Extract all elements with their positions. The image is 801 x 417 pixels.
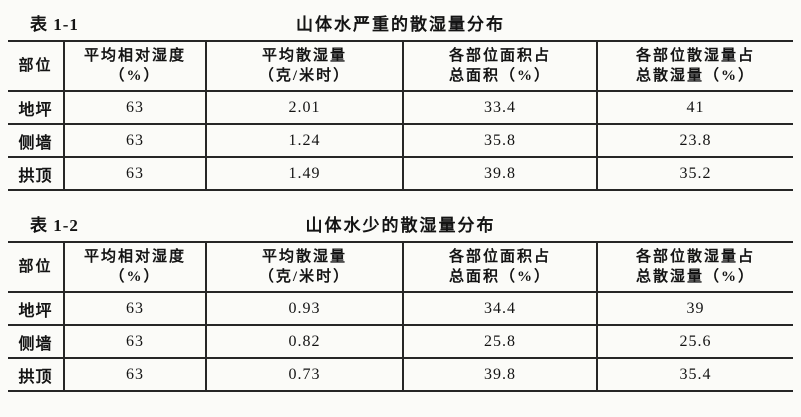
part-cell: 地坪: [8, 291, 65, 326]
header-moisture-pct: 各部位散湿量占 总散湿量（%）: [596, 241, 793, 293]
header-humidity-line1: 平均相对湿度: [83, 248, 186, 265]
area-pct-cell: 34.4: [402, 291, 598, 326]
header-part: 部位: [8, 241, 65, 293]
header-area-pct-line2: 总面积（%）: [448, 68, 551, 84]
table-1-2-title: 山体水少的散湿量分布: [305, 216, 496, 235]
moisture-pct-cell: 39: [596, 291, 793, 326]
moisture-pct-cell: 35.2: [596, 156, 793, 191]
area-pct-cell: 39.8: [402, 156, 598, 191]
humidity-cell: 63: [63, 324, 207, 359]
rate-cell: 0.93: [205, 291, 404, 326]
header-rate-line1: 平均散湿量: [261, 47, 347, 64]
table-1-2: 部位 平均相对湿度 （%） 平均散湿量 （克/米时） 各部位面积占 总面积（%）…: [8, 241, 793, 392]
header-moisture-pct: 各部位散湿量占 总散湿量（%）: [596, 40, 793, 92]
rate-cell: 1.24: [205, 123, 404, 158]
area-pct-cell: 33.4: [402, 90, 598, 125]
area-pct-cell: 35.8: [402, 123, 598, 158]
header-humidity: 平均相对湿度 （%）: [63, 241, 207, 293]
table-1-1-header-row: 部位 平均相对湿度 （%） 平均散湿量 （克/米时） 各部位面积占 总面积（%）…: [8, 40, 793, 92]
header-area-pct-line1: 各部位面积占: [448, 47, 551, 64]
header-moisture-pct-line2: 总散湿量（%）: [635, 68, 755, 84]
moisture-pct-cell: 35.4: [596, 357, 793, 392]
table-1-1: 部位 平均相对湿度 （%） 平均散湿量 （克/米时） 各部位面积占 总面积（%）…: [8, 40, 793, 191]
header-moisture-pct-line1: 各部位散湿量占: [635, 47, 755, 64]
header-area-pct-line1: 各部位面积占: [448, 248, 551, 265]
part-cell: 地坪: [8, 90, 65, 125]
header-humidity: 平均相对湿度 （%）: [63, 40, 207, 92]
area-pct-cell: 39.8: [402, 357, 598, 392]
header-humidity-line1: 平均相对湿度: [83, 47, 186, 64]
header-rate-line2: （克/米时）: [258, 269, 351, 285]
header-area-pct: 各部位面积占 总面积（%）: [402, 40, 598, 92]
table-1-1-title: 山体水严重的散湿量分布: [296, 15, 505, 34]
header-area-pct-line2: 总面积（%）: [448, 269, 551, 285]
part-cell: 侧墙: [8, 324, 65, 359]
table-1-2-header-row: 部位 平均相对湿度 （%） 平均散湿量 （克/米时） 各部位面积占 总面积（%）…: [8, 241, 793, 293]
table-row: 侧墙 63 0.82 25.8 25.6: [8, 324, 793, 359]
header-rate-line2: （克/米时）: [258, 68, 351, 84]
table-gap: [8, 191, 793, 207]
part-cell: 拱顶: [8, 156, 65, 191]
humidity-cell: 63: [63, 123, 207, 158]
moisture-pct-cell: 41: [596, 90, 793, 125]
table-1-1-label: 表 1-1: [30, 15, 79, 34]
part-cell: 拱顶: [8, 357, 65, 392]
table-row: 地坪 63 0.93 34.4 39: [8, 291, 793, 326]
header-rate: 平均散湿量 （克/米时）: [205, 241, 404, 293]
rate-cell: 0.82: [205, 324, 404, 359]
table-row: 地坪 63 2.01 33.4 41: [8, 90, 793, 125]
rate-cell: 1.49: [205, 156, 404, 191]
humidity-cell: 63: [63, 357, 207, 392]
header-moisture-pct-line2: 总散湿量（%）: [635, 269, 755, 285]
rate-cell: 2.01: [205, 90, 404, 125]
table-1-2-label: 表 1-2: [30, 216, 79, 235]
header-humidity-line2: （%）: [109, 68, 161, 84]
header-area-pct: 各部位面积占 总面积（%）: [402, 241, 598, 293]
humidity-cell: 63: [63, 291, 207, 326]
header-humidity-line2: （%）: [109, 269, 161, 285]
moisture-pct-cell: 25.6: [596, 324, 793, 359]
table-1-1-caption: 表 1-1 山体水严重的散湿量分布: [8, 8, 793, 34]
area-pct-cell: 25.8: [402, 324, 598, 359]
header-part-label: 部位: [18, 258, 53, 275]
header-moisture-pct-line1: 各部位散湿量占: [635, 248, 755, 265]
header-part-label: 部位: [18, 57, 53, 74]
table-row: 侧墙 63 1.24 35.8 23.8: [8, 123, 793, 158]
moisture-pct-cell: 23.8: [596, 123, 793, 158]
header-part: 部位: [8, 40, 65, 92]
table-row: 拱顶 63 0.73 39.8 35.4: [8, 357, 793, 392]
part-cell: 侧墙: [8, 123, 65, 158]
header-rate-line1: 平均散湿量: [261, 248, 347, 265]
humidity-cell: 63: [63, 90, 207, 125]
header-rate: 平均散湿量 （克/米时）: [205, 40, 404, 92]
table-1-2-caption: 表 1-2 山体水少的散湿量分布: [8, 209, 793, 235]
humidity-cell: 63: [63, 156, 207, 191]
table-row: 拱顶 63 1.49 39.8 35.2: [8, 156, 793, 191]
rate-cell: 0.73: [205, 357, 404, 392]
